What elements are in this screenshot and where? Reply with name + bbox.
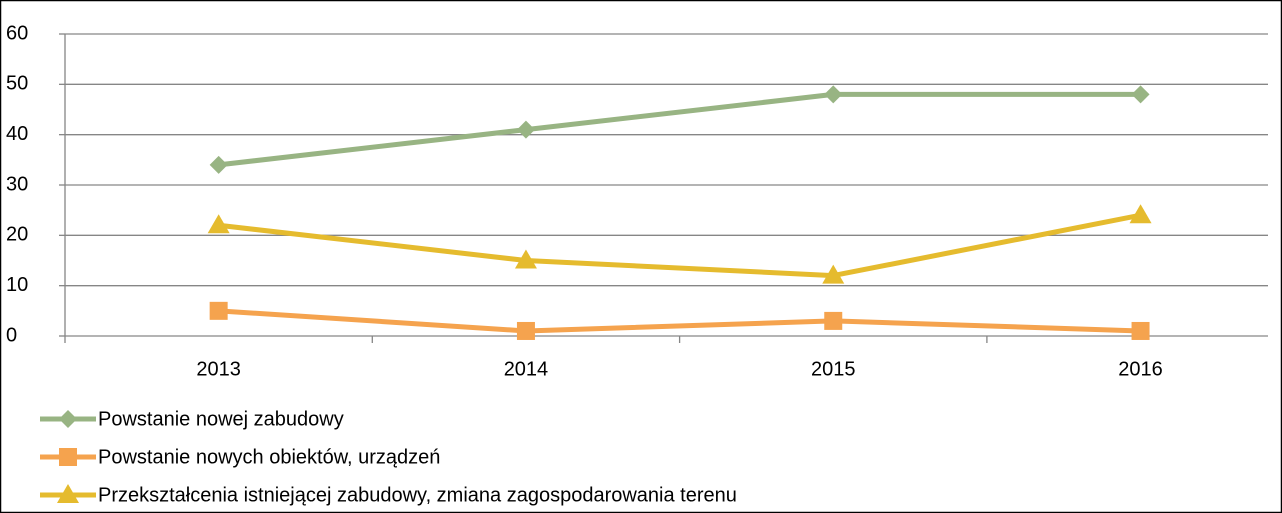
marker [59,410,77,428]
x-tick-label: 2016 [1118,358,1163,380]
y-tick-label: 50 [6,73,28,95]
marker [209,301,228,320]
y-tick-label: 60 [6,22,28,44]
y-tick-label: 30 [6,173,28,195]
series-line [218,91,1141,168]
marker [59,448,77,466]
marker [516,120,535,139]
legend-label: Przekształcenia istniejącej zabudowy, zm… [98,484,737,506]
x-tick-label: 2014 [504,358,549,380]
marker [207,214,230,234]
legend-label: Powstanie nowej zabudowy [98,408,344,430]
marker [57,484,79,503]
y-tick-label: 10 [6,274,28,296]
x-tick-label: 2015 [811,358,856,380]
marker [1131,321,1150,340]
y-tick-label: 0 [6,324,17,346]
marker [209,155,228,174]
marker [1131,85,1150,104]
marker [824,311,843,330]
marker [1129,204,1152,224]
legend-label: Powstanie nowych obiektów, urządzeń [98,446,440,468]
marker [822,264,845,284]
y-tick-label: 20 [6,224,28,246]
series-line [218,212,1142,279]
marker [514,249,537,269]
y-tick-label: 40 [6,123,28,145]
x-tick-label: 2013 [196,358,241,380]
marker [516,321,535,340]
marker [824,85,843,104]
series-line [218,308,1141,334]
